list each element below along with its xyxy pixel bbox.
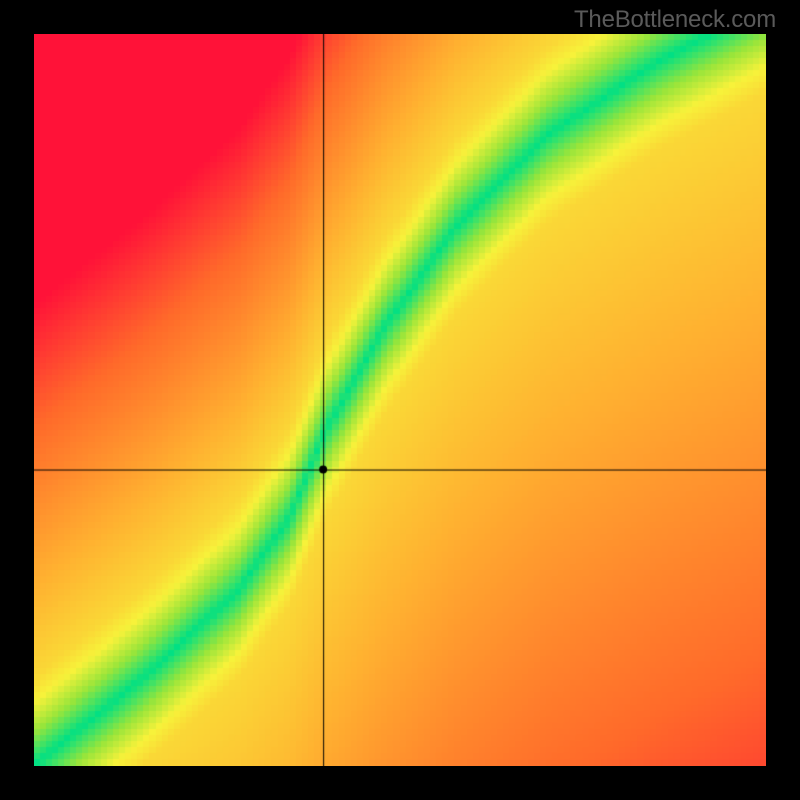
watermark-text: TheBottleneck.com [574, 6, 776, 34]
chart-container: TheBottleneck.com [0, 0, 800, 800]
bottleneck-heatmap [34, 34, 766, 766]
